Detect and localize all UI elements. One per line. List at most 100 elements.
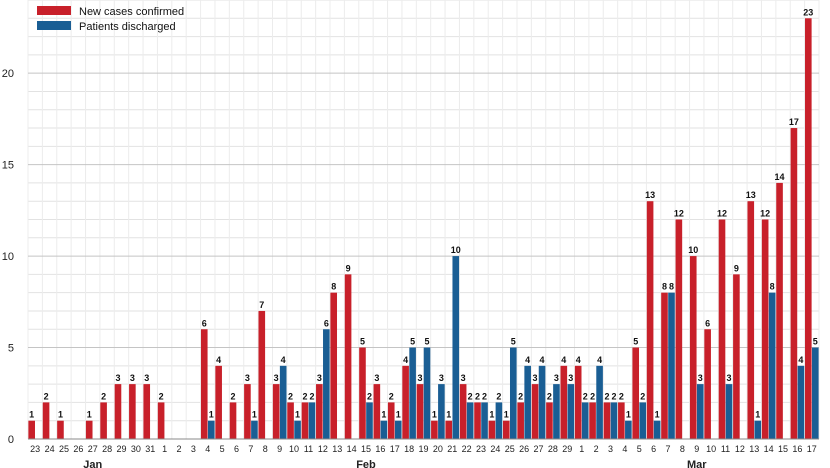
x-tick-label: 12 xyxy=(318,444,328,454)
bar-discharged xyxy=(625,420,632,439)
bar-cases xyxy=(244,384,251,439)
bar-discharged xyxy=(452,256,460,439)
bar-cases xyxy=(402,365,409,439)
data-label: 4 xyxy=(597,355,602,365)
bar-discharged xyxy=(567,384,575,439)
bar-cases xyxy=(272,384,280,439)
data-label: 8 xyxy=(331,282,336,292)
data-label: 2 xyxy=(475,391,480,401)
data-label: 2 xyxy=(309,391,314,401)
data-label: 2 xyxy=(389,391,394,401)
x-tick-label: 23 xyxy=(476,444,486,454)
bar-cases xyxy=(359,347,366,439)
x-tick-label: 15 xyxy=(361,444,371,454)
bar-cases xyxy=(143,384,151,439)
bar-discharged xyxy=(380,420,388,439)
bar-cases xyxy=(301,402,309,439)
data-label: 1 xyxy=(396,410,401,420)
x-tick-label: 27 xyxy=(88,444,98,454)
x-tick-label: 26 xyxy=(519,444,529,454)
bar-cases xyxy=(517,402,524,439)
data-label: 2 xyxy=(590,391,595,401)
data-label: 3 xyxy=(115,373,120,383)
bar-cases xyxy=(316,384,323,439)
data-label: 1 xyxy=(755,410,760,420)
bar-cases xyxy=(287,402,294,439)
data-label: 12 xyxy=(760,209,770,219)
data-label: 3 xyxy=(554,373,559,383)
data-label: 10 xyxy=(451,245,461,255)
data-label: 1 xyxy=(381,410,386,420)
x-tick-label: 11 xyxy=(721,444,730,454)
bar-discharged xyxy=(610,402,618,439)
data-label: 3 xyxy=(439,373,444,383)
data-label: 3 xyxy=(727,373,732,383)
x-tick-label: 22 xyxy=(462,444,472,454)
bar-discharged xyxy=(394,420,402,439)
y-tick-label: 15 xyxy=(2,160,14,172)
bar-cases xyxy=(704,329,711,439)
x-tick-label: 6 xyxy=(234,444,239,454)
bar-cases xyxy=(776,182,783,439)
x-tick-label: 23 xyxy=(30,444,40,454)
data-label: 1 xyxy=(29,410,34,420)
bar-cases xyxy=(200,329,208,439)
bar-discharged xyxy=(323,329,330,439)
data-label: 2 xyxy=(302,391,307,401)
x-tick-label: 2 xyxy=(177,444,182,454)
data-label: 2 xyxy=(547,391,552,401)
data-label: 3 xyxy=(417,373,422,383)
data-label: 5 xyxy=(511,337,516,347)
x-tick-label: 14 xyxy=(764,444,774,454)
bar-cases xyxy=(85,420,93,439)
x-tick-label: 10 xyxy=(289,444,299,454)
x-tick-label: 25 xyxy=(505,444,515,454)
bar-cases xyxy=(373,384,381,439)
data-label: 4 xyxy=(216,355,221,365)
x-tick-label: 1 xyxy=(579,444,584,454)
data-label: 4 xyxy=(281,355,286,365)
data-label: 4 xyxy=(525,355,530,365)
bar-discharged xyxy=(466,402,474,439)
data-label: 3 xyxy=(130,373,135,383)
y-tick-label: 20 xyxy=(2,68,14,80)
bar-cases xyxy=(689,256,697,439)
data-label: 6 xyxy=(705,318,710,328)
data-label: 6 xyxy=(202,318,207,328)
bar-cases xyxy=(805,18,812,440)
data-label: 2 xyxy=(44,391,49,401)
bar-discharged xyxy=(481,402,488,439)
x-tick-label: 13 xyxy=(749,444,759,454)
x-tick-label: 20 xyxy=(433,444,443,454)
bar-cases xyxy=(129,384,136,439)
bar-cases xyxy=(344,274,352,439)
x-tick-label: 2 xyxy=(594,444,599,454)
data-label: 5 xyxy=(633,337,638,347)
bar-cases xyxy=(574,365,582,439)
data-label: 3 xyxy=(144,373,149,383)
x-tick-label: 17 xyxy=(390,444,400,454)
data-label: 3 xyxy=(568,373,573,383)
x-tick-label: 4 xyxy=(622,444,627,454)
data-label: 1 xyxy=(87,410,92,420)
month-label: Mar xyxy=(687,459,707,468)
bar-discharged xyxy=(524,365,531,439)
bar-cases xyxy=(258,310,266,439)
bar-discharged xyxy=(251,420,258,439)
bar-discharged xyxy=(553,384,560,439)
x-tick-label: 24 xyxy=(490,444,500,454)
bar-cases xyxy=(459,384,467,439)
data-label: 12 xyxy=(717,209,727,219)
bar-discharged xyxy=(279,365,287,439)
data-label: 17 xyxy=(789,117,799,127)
data-label: 14 xyxy=(775,172,785,182)
data-label: 2 xyxy=(468,391,473,401)
x-tick-label: 5 xyxy=(220,444,225,454)
x-tick-label: 6 xyxy=(651,444,656,454)
legend-label: New cases confirmed xyxy=(79,6,184,18)
y-tick-label: 5 xyxy=(8,343,14,355)
data-label: 9 xyxy=(734,263,739,273)
x-tick-label: 7 xyxy=(248,444,253,454)
data-label: 1 xyxy=(489,410,494,420)
